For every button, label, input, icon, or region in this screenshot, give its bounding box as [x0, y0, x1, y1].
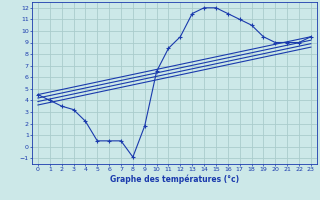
X-axis label: Graphe des températures (°c): Graphe des températures (°c): [110, 174, 239, 184]
